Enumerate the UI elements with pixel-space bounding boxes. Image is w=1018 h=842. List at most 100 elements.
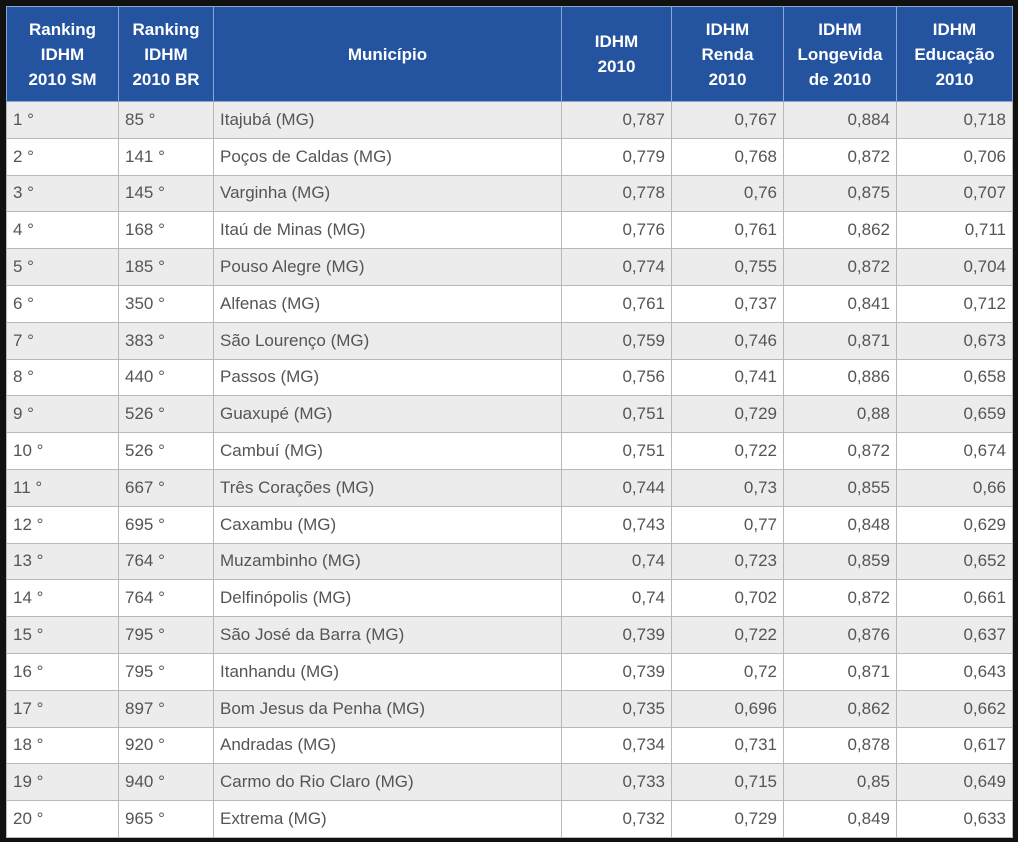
- table-row: 4 ° 168 ° Itaú de Minas (MG) 0,776 0,761 0,86…: [6, 211, 1013, 250]
- table-cell: 0,729: [671, 395, 784, 434]
- table-cell: 0,876: [783, 616, 897, 654]
- table-cell: 0,715: [671, 763, 784, 802]
- table-cell: 0,674: [896, 432, 1013, 470]
- table-cell: 0,746: [671, 321, 784, 360]
- table-cell: 0,617: [896, 726, 1013, 765]
- table-cell: 0,722: [671, 432, 784, 470]
- municipality-cell: Varginha (MG): [213, 174, 562, 213]
- table-cell: 145 °: [118, 174, 214, 213]
- table-cell: 0,735: [561, 689, 672, 728]
- municipality-cell: Delfinópolis (MG): [213, 579, 562, 618]
- table-row: 18 ° 920 ° Andradas (MG) 0,734 0,731 0,878 0,6…: [6, 726, 1013, 765]
- table-cell: 0,88: [783, 395, 897, 434]
- header-cell: Ranking IDHM 2010 BR: [118, 6, 214, 102]
- table-cell: 11 °: [6, 468, 119, 507]
- table-cell: 0,733: [561, 763, 672, 802]
- table-cell: 0,66: [896, 468, 1013, 507]
- header-cell: Município: [213, 6, 562, 102]
- table-cell: 1 °: [6, 101, 119, 139]
- table-cell: 16 °: [6, 652, 119, 691]
- table-cell: 14 °: [6, 579, 119, 618]
- table-cell: 667 °: [118, 468, 214, 507]
- table-cell: 2 °: [6, 137, 119, 176]
- table-row: 16 ° 795 ° Itanhandu (MG) 0,739 0,72 0,871 0,6…: [6, 652, 1013, 691]
- table-cell: 0,712: [896, 284, 1013, 323]
- table-cell: 0,74: [561, 579, 672, 618]
- table-cell: 7 °: [6, 321, 119, 360]
- table-cell: 0,704: [896, 248, 1013, 286]
- table-cell: 0,74: [561, 542, 672, 581]
- header-cell: IDHM Renda 2010: [671, 6, 784, 102]
- table-row: 12 ° 695 ° Caxambu (MG) 0,743 0,77 0,848 0,629: [6, 505, 1013, 544]
- table-cell: 0,706: [896, 137, 1013, 176]
- municipality-cell: Cambuí (MG): [213, 432, 562, 470]
- table-cell: 18 °: [6, 726, 119, 765]
- table-cell: 20 °: [6, 800, 119, 838]
- table-cell: 0,778: [561, 174, 672, 213]
- municipality-cell: Carmo do Rio Claro (MG): [213, 763, 562, 802]
- table-row: 6 ° 350 ° Alfenas (MG) 0,761 0,737 0,841 0,712: [6, 284, 1013, 323]
- table-cell: 168 °: [118, 211, 214, 250]
- table-cell: 10 °: [6, 432, 119, 470]
- header-cell: Ranking IDHM 2010 SM: [6, 6, 119, 102]
- municipality-cell: Itajubá (MG): [213, 101, 562, 139]
- municipality-cell: São Lourenço (MG): [213, 321, 562, 360]
- table-cell: 0,718: [896, 101, 1013, 139]
- table-cell: 0,859: [783, 542, 897, 581]
- table-cell: 0,768: [671, 137, 784, 176]
- header-cell: IDHM Longevida de 2010: [783, 6, 897, 102]
- table-cell: 0,77: [671, 505, 784, 544]
- table-cell: 0,734: [561, 726, 672, 765]
- table-cell: 17 °: [6, 689, 119, 728]
- table-cell: 920 °: [118, 726, 214, 765]
- table-row: 2 ° 141 ° Poços de Caldas (MG) 0,779 0,768 0,…: [6, 137, 1013, 176]
- table-row: 8 ° 440 ° Passos (MG) 0,756 0,741 0,886 0,658: [6, 358, 1013, 397]
- municipality-cell: Passos (MG): [213, 358, 562, 397]
- table-cell: 0,732: [561, 800, 672, 838]
- table-cell: 0,759: [561, 321, 672, 360]
- municipality-cell: Alfenas (MG): [213, 284, 562, 323]
- table-cell: 185 °: [118, 248, 214, 286]
- table-row: 15 ° 795 ° São José da Barra (MG) 0,739 0,72…: [6, 616, 1013, 654]
- table-cell: 4 °: [6, 211, 119, 250]
- table-cell: 0,739: [561, 616, 672, 654]
- table-cell: 0,761: [561, 284, 672, 323]
- table-row: 14 ° 764 ° Delfinópolis (MG) 0,74 0,702 0,872…: [6, 579, 1013, 618]
- table-cell: 526 °: [118, 432, 214, 470]
- table-cell: 141 °: [118, 137, 214, 176]
- table-row: 5 ° 185 ° Pouso Alegre (MG) 0,774 0,755 0,872…: [6, 248, 1013, 286]
- table-cell: 0,755: [671, 248, 784, 286]
- table-row: 3 ° 145 ° Varginha (MG) 0,778 0,76 0,875 0,707: [6, 174, 1013, 213]
- municipality-cell: Extrema (MG): [213, 800, 562, 838]
- table-cell: 0,761: [671, 211, 784, 250]
- table-cell: 0,862: [783, 211, 897, 250]
- table-cell: 764 °: [118, 579, 214, 618]
- table-row: 20 ° 965 ° Extrema (MG) 0,732 0,729 0,849 0,63…: [6, 800, 1013, 838]
- table-cell: 795 °: [118, 616, 214, 654]
- table-cell: 0,643: [896, 652, 1013, 691]
- table-cell: 0,722: [671, 616, 784, 654]
- table-cell: 0,872: [783, 579, 897, 618]
- table-cell: 0,841: [783, 284, 897, 323]
- municipality-cell: Três Corações (MG): [213, 468, 562, 507]
- table-cell: 0,739: [561, 652, 672, 691]
- table-cell: 695 °: [118, 505, 214, 544]
- table-cell: 0,849: [783, 800, 897, 838]
- table-cell: 0,884: [783, 101, 897, 139]
- table-cell: 0,751: [561, 432, 672, 470]
- table-cell: 0,855: [783, 468, 897, 507]
- table-cell: 0,774: [561, 248, 672, 286]
- table-cell: 0,637: [896, 616, 1013, 654]
- table-cell: 0,662: [896, 689, 1013, 728]
- header-cell: IDHM Educação 2010: [896, 6, 1013, 102]
- table-cell: 3 °: [6, 174, 119, 213]
- table-body: 1 ° 85 ° Itajubá (MG) 0,787 0,767 0,884 0,718 2…: [6, 101, 1013, 838]
- table-row: 9 ° 526 ° Guaxupé (MG) 0,751 0,729 0,88 0,659: [6, 395, 1013, 434]
- table-cell: 0,658: [896, 358, 1013, 397]
- table-cell: 0,737: [671, 284, 784, 323]
- table-cell: 0,702: [671, 579, 784, 618]
- municipality-cell: Pouso Alegre (MG): [213, 248, 562, 286]
- table-cell: 0,731: [671, 726, 784, 765]
- table-cell: 0,85: [783, 763, 897, 802]
